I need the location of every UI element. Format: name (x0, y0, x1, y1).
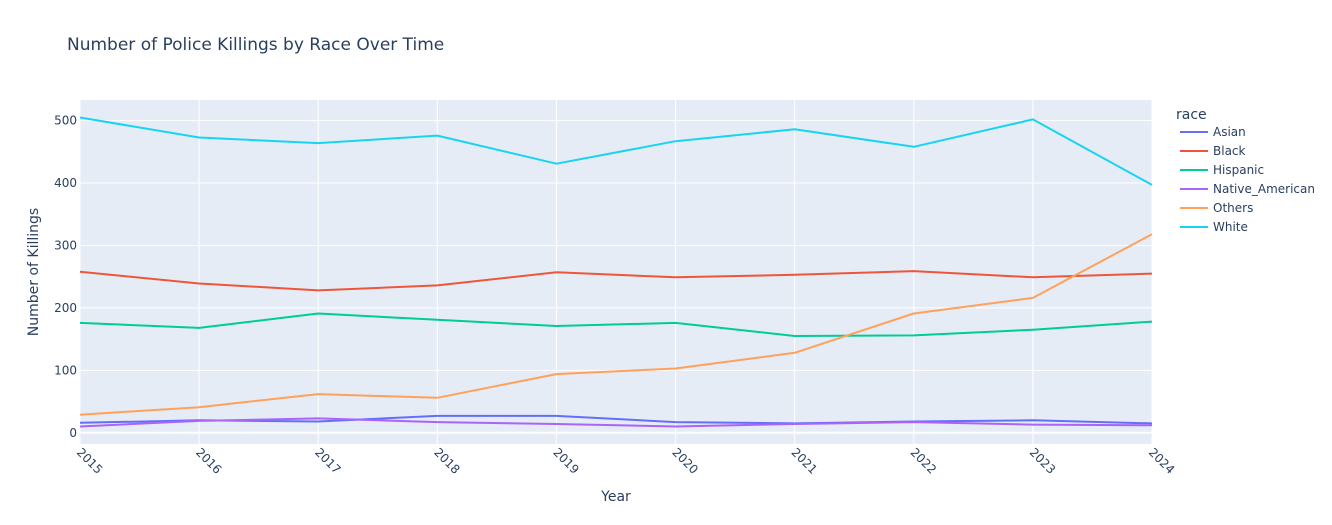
series-line-native-american (79, 417, 1153, 428)
legend-label: Black (1213, 144, 1246, 158)
x-tick-label: 2021 (789, 445, 820, 476)
legend-item-native-american[interactable]: Native_American (1180, 182, 1315, 196)
series-line-others (79, 233, 1153, 416)
x-tick-label: 2022 (908, 445, 939, 476)
legend-label: White (1213, 220, 1248, 234)
series-line-black (79, 270, 1153, 292)
y-tick-label: 400 (54, 176, 77, 190)
series-lines (79, 116, 1153, 428)
legend-item-hispanic[interactable]: Hispanic (1180, 163, 1264, 177)
legend-label: Native_American (1213, 182, 1315, 196)
series-line-hispanic (79, 312, 1153, 337)
x-axis-title: Year (600, 489, 631, 505)
legend-label: Asian (1213, 125, 1246, 139)
y-tick-label: 200 (54, 301, 77, 315)
x-tick-label: 2018 (431, 445, 462, 476)
y-tick-label: 300 (54, 238, 77, 252)
x-tick-label: 2020 (669, 445, 700, 476)
x-axis-ticks: 2015 2016 2017 2018 2019 2020 2021 2022 2023 2024 (74, 445, 1177, 476)
legend-item-white[interactable]: White (1180, 220, 1248, 234)
y-tick-label: 100 (54, 363, 77, 377)
x-tick-label: 2023 (1027, 445, 1058, 476)
series-line-asian (79, 414, 1153, 425)
y-tick-label: 0 (69, 426, 77, 440)
x-tick-label: 2019 (550, 445, 581, 476)
legend-item-others[interactable]: Others (1180, 201, 1253, 215)
x-tick-label: 2016 (193, 445, 224, 476)
chart-title: Number of Police Killings by Race Over T… (67, 35, 444, 55)
y-tick-label: 500 (54, 114, 77, 128)
x-tick-label: 2024 (1146, 445, 1177, 476)
legend-item-asian[interactable]: Asian (1180, 125, 1246, 139)
series-line-white (79, 116, 1153, 186)
legend-item-black[interactable]: Black (1180, 144, 1246, 158)
plot-area (80, 100, 1152, 444)
legend[interactable]: Asian Black Hispanic Native_American Others W… (1180, 125, 1315, 234)
legend-title: race (1176, 107, 1207, 123)
legend-label: Others (1213, 201, 1253, 215)
y-axis-title: Number of Killings (26, 208, 42, 336)
x-tick-label: 2015 (74, 445, 105, 476)
x-tick-label: 2017 (312, 445, 343, 476)
y-axis-ticks: 0 100 200 300 400 500 (54, 114, 77, 440)
legend-label: Hispanic (1213, 163, 1264, 177)
